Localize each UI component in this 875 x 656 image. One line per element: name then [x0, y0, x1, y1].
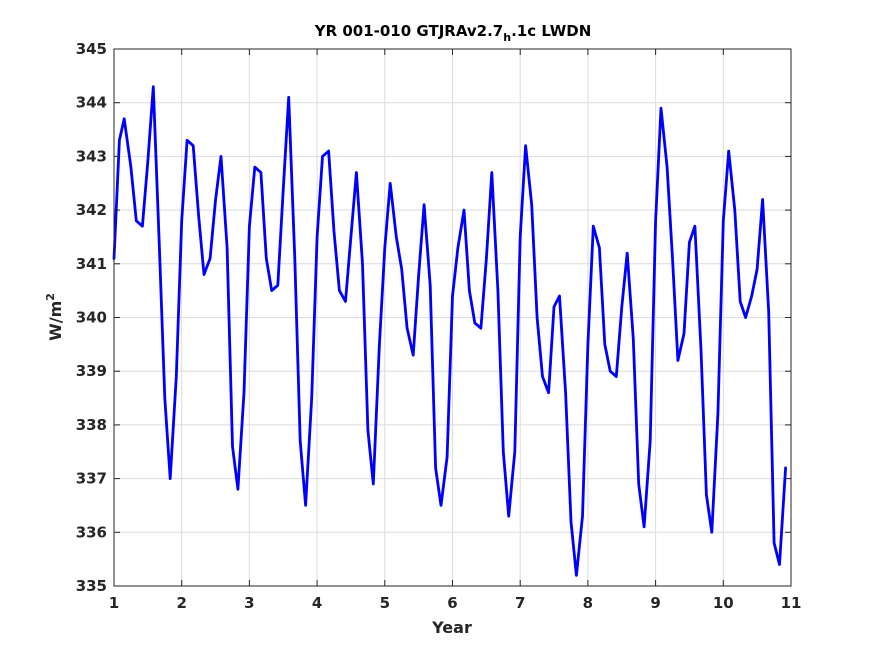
y-tick-label: 337 [76, 470, 107, 488]
x-tick-label: 11 [781, 594, 802, 612]
x-tick-label: 7 [515, 594, 525, 612]
y-tick-label: 336 [76, 523, 107, 541]
y-tick-label: 345 [76, 40, 107, 58]
chart-title: YR 001-010 GTJRAv2.7h.1c LWDN [314, 22, 592, 44]
title-subscript: h [503, 31, 511, 44]
x-axis-label: Year [431, 618, 472, 637]
y-tick-label: 344 [76, 94, 107, 112]
y-tick-label: 343 [76, 147, 107, 165]
y-axis-label-text: W/m [46, 301, 65, 341]
series-line-0 [112, 85, 787, 577]
series-layer [112, 85, 787, 577]
x-tick-label: 6 [447, 594, 457, 612]
y-tick-label: 339 [76, 362, 107, 380]
x-tick-label: 10 [713, 594, 734, 612]
x-tick-label: 9 [650, 594, 660, 612]
x-tick-label: 8 [583, 594, 593, 612]
x-tick-label: 5 [380, 594, 390, 612]
ticks [113, 48, 792, 587]
grid [113, 48, 792, 587]
y-tick-label: 341 [76, 255, 107, 273]
y-axis-label: W/m2 [44, 293, 65, 341]
x-tick-label: 3 [244, 594, 254, 612]
x-tick-label: 4 [312, 594, 322, 612]
x-tick-label: 2 [176, 594, 186, 612]
y-tick-label: 338 [76, 416, 107, 434]
y-tick-label: 340 [76, 309, 107, 327]
title-main: YR 001-010 GTJRAv2.7 [314, 22, 504, 40]
tick-labels: 1 2 3 4 5 6 7 8 9 10 11335336337338339340341342343… [76, 40, 802, 612]
x-tick-label: 1 [109, 594, 119, 612]
title-suffix: .1c LWDN [511, 22, 591, 40]
y-tick-label: 335 [76, 577, 107, 595]
y-axis-label-superscript: 2 [44, 293, 57, 301]
y-tick-label: 342 [76, 201, 107, 219]
